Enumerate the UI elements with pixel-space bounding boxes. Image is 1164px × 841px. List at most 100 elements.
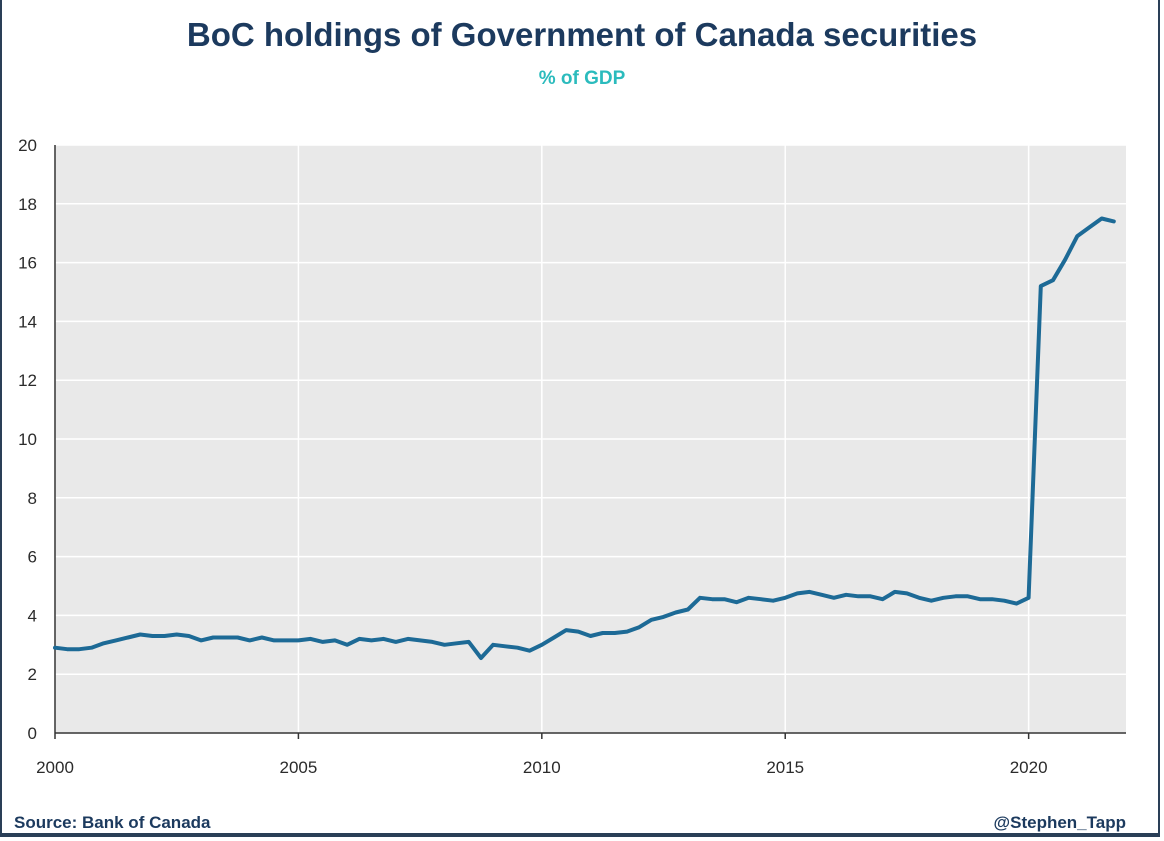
series-line bbox=[53, 216, 1116, 660]
data-point bbox=[102, 641, 106, 645]
data-point bbox=[832, 596, 836, 600]
data-point bbox=[65, 647, 69, 651]
data-point bbox=[114, 638, 118, 642]
data-point bbox=[881, 597, 885, 601]
data-point bbox=[917, 596, 921, 600]
data-point bbox=[321, 640, 325, 644]
data-point bbox=[369, 638, 373, 642]
data-point bbox=[808, 590, 812, 594]
data-point bbox=[163, 634, 167, 638]
data-point bbox=[990, 597, 994, 601]
chart-title: BoC holdings of Government of Canada sec… bbox=[186, 16, 978, 53]
data-point bbox=[248, 638, 252, 642]
x-tick-label: 2020 bbox=[1010, 758, 1048, 777]
data-point bbox=[223, 635, 227, 639]
data-point bbox=[236, 635, 240, 639]
y-tick-label: 4 bbox=[28, 606, 37, 625]
author-credit: @Stephen_Tapp bbox=[993, 813, 1126, 832]
x-tick-label: 2000 bbox=[36, 758, 74, 777]
data-point bbox=[856, 594, 860, 598]
data-point bbox=[309, 637, 313, 641]
data-point bbox=[260, 635, 264, 639]
data-point bbox=[333, 638, 337, 642]
y-tick-label: 10 bbox=[18, 430, 37, 449]
data-point bbox=[698, 596, 702, 600]
data-point bbox=[199, 638, 203, 642]
data-point bbox=[479, 656, 483, 660]
data-point bbox=[1027, 596, 1031, 600]
data-point bbox=[1002, 599, 1006, 603]
data-point bbox=[601, 631, 605, 635]
data-point bbox=[357, 637, 361, 641]
data-point bbox=[795, 591, 799, 595]
data-point bbox=[296, 638, 300, 642]
data-point bbox=[625, 630, 629, 634]
data-point bbox=[783, 596, 787, 600]
data-point bbox=[978, 597, 982, 601]
y-tick-label: 0 bbox=[28, 724, 37, 743]
data-point bbox=[1051, 278, 1055, 282]
data-point bbox=[1075, 234, 1079, 238]
data-point bbox=[674, 610, 678, 614]
data-point bbox=[552, 635, 556, 639]
data-point bbox=[1112, 219, 1116, 223]
data-point bbox=[175, 633, 179, 637]
data-point bbox=[138, 633, 142, 637]
data-point bbox=[53, 646, 57, 650]
data-point bbox=[710, 597, 714, 601]
y-tick-label: 14 bbox=[18, 312, 37, 331]
y-tick-label: 18 bbox=[18, 195, 37, 214]
data-point bbox=[528, 649, 532, 653]
data-point bbox=[515, 646, 519, 650]
data-point bbox=[418, 638, 422, 642]
data-point bbox=[442, 643, 446, 647]
data-point bbox=[1100, 217, 1104, 220]
data-point bbox=[406, 637, 410, 641]
data-point bbox=[90, 646, 94, 650]
data-point bbox=[272, 638, 276, 642]
data-point bbox=[722, 597, 726, 601]
data-point bbox=[954, 594, 958, 598]
data-point bbox=[1014, 602, 1018, 606]
data-point bbox=[966, 594, 970, 598]
data-point bbox=[345, 643, 349, 647]
source-note: Source: Bank of Canada bbox=[14, 813, 211, 832]
y-tick-label: 16 bbox=[18, 254, 37, 273]
data-point bbox=[868, 594, 872, 598]
data-point bbox=[637, 625, 641, 629]
data-point bbox=[150, 634, 154, 638]
data-point bbox=[662, 615, 666, 619]
data-point bbox=[844, 593, 848, 597]
data-point bbox=[455, 641, 459, 645]
y-axis: 0 2 4 6 8 10 12 14 16 18 20 bbox=[18, 136, 56, 743]
x-axis: 2000 2005 2010 2015 2020 bbox=[36, 732, 1126, 777]
data-point bbox=[430, 640, 434, 644]
data-point bbox=[649, 618, 653, 622]
data-point bbox=[613, 631, 617, 635]
data-point bbox=[564, 628, 568, 632]
data-point bbox=[1087, 225, 1091, 229]
data-point bbox=[491, 643, 495, 647]
x-tick-label: 2010 bbox=[523, 758, 561, 777]
data-point bbox=[905, 591, 909, 595]
data-point bbox=[394, 640, 398, 644]
data-point bbox=[771, 599, 775, 603]
x-tick-label: 2005 bbox=[279, 758, 317, 777]
data-point bbox=[77, 647, 81, 651]
data-point bbox=[820, 593, 824, 597]
data-point bbox=[1039, 284, 1043, 288]
chart-subtitle: % of GDP bbox=[538, 68, 626, 89]
data-point bbox=[211, 635, 215, 639]
data-point bbox=[747, 596, 751, 600]
data-point bbox=[1063, 258, 1067, 262]
data-point bbox=[929, 599, 933, 603]
data-point bbox=[503, 644, 507, 648]
data-point bbox=[759, 597, 763, 601]
data-point bbox=[284, 638, 288, 642]
data-point bbox=[589, 634, 592, 638]
data-point bbox=[467, 640, 471, 644]
data-point bbox=[893, 590, 897, 594]
y-tick-label: 20 bbox=[18, 136, 37, 155]
